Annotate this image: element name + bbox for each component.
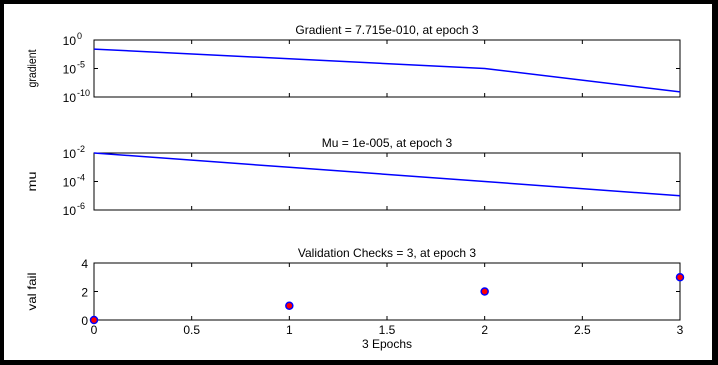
chart-title: Gradient = 7.715e-010, at epoch 3: [295, 23, 478, 37]
axes-box: [93, 152, 681, 211]
y-tick-base: 10: [63, 176, 77, 190]
x-tick-label: 3: [677, 323, 684, 337]
y-tick-base: 10: [63, 63, 77, 77]
axes-box: [93, 39, 681, 98]
y-tick-label: 0: [81, 314, 88, 328]
chart-title: Mu = 1e-005, at epoch 3: [322, 136, 453, 150]
x-tick-label: 1: [286, 323, 293, 337]
data-point-epoch-1: [285, 301, 294, 310]
y-axis-label: mu: [25, 172, 39, 192]
y-tick-exponent: -4: [77, 173, 85, 183]
y-tick-label: 10: [63, 204, 77, 218]
y-tick-base: 10: [63, 34, 77, 48]
y-tick-exponent: -6: [77, 201, 85, 211]
y-tick-base: 10: [63, 147, 77, 161]
training-performance-figure: Gradient = 7.715e-010, at epoch 3 gradien…: [25, 23, 685, 351]
y-tick-exponent: -5: [77, 60, 85, 70]
y-tick-label: 2: [81, 286, 88, 300]
series-line-1: [93, 152, 681, 197]
data-point-epoch-0: [89, 315, 99, 325]
x-tick-label: 2: [481, 323, 488, 337]
y-tick-label: 10: [63, 63, 77, 77]
y-tick-base: 10: [63, 204, 77, 218]
y-tick-base: 10: [63, 91, 77, 105]
x-tick-label: 0: [91, 323, 98, 337]
data-point-epoch-3: [675, 273, 685, 282]
y-tick-label: 10: [63, 91, 77, 105]
x-tick-label: 2.5: [574, 323, 591, 337]
panel-3: Validation Checks = 3, at epoch 3 val fai…: [25, 246, 685, 351]
panel-1: Gradient = 7.715e-010, at epoch 3 gradien…: [25, 23, 681, 105]
y-axis-label: gradient: [25, 49, 39, 88]
x-axis-label: 3 Epochs: [362, 337, 412, 351]
y-tick-label: 10: [63, 147, 77, 161]
x-tick-label: 0.5: [183, 323, 200, 337]
y-tick-label: 10: [63, 34, 77, 48]
series-line-1: [93, 48, 681, 93]
y-tick-exponent: -2: [77, 144, 85, 154]
y-tick-label: 10: [63, 176, 77, 190]
data-point-epoch-2: [480, 287, 489, 296]
y-tick-exponent: -10: [77, 88, 90, 98]
x-tick-label: 1.5: [379, 323, 396, 337]
chart-title: Validation Checks = 3, at epoch 3: [298, 246, 477, 260]
axes-box: [93, 262, 681, 321]
y-axis-label: val fail: [25, 273, 39, 311]
y-tick-exponent: 0: [77, 31, 82, 41]
y-tick-label: 4: [81, 257, 88, 271]
